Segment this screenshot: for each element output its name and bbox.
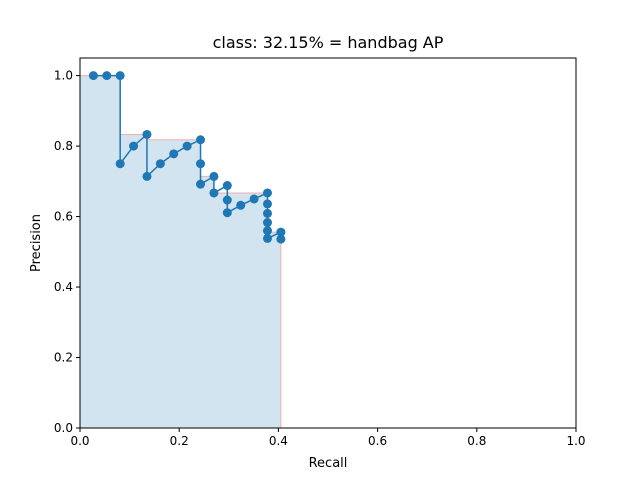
data-point — [262, 233, 272, 243]
data-point — [262, 199, 272, 209]
x-tick-label: 0.2 — [170, 434, 189, 448]
data-point — [196, 135, 206, 145]
data-point — [102, 71, 112, 81]
data-point — [262, 188, 272, 198]
data-point — [142, 129, 152, 139]
data-point — [249, 194, 259, 204]
y-tick-label: 0.2 — [54, 351, 73, 365]
data-point — [115, 71, 125, 81]
y-tick-label: 0.6 — [54, 210, 73, 224]
y-tick-label: 0.4 — [54, 280, 73, 294]
data-point — [276, 227, 286, 237]
data-point — [196, 179, 206, 189]
data-point — [169, 149, 179, 159]
data-point — [115, 159, 125, 169]
data-point — [196, 159, 206, 169]
x-axis-label: Recall — [309, 456, 348, 471]
data-point — [129, 141, 139, 151]
y-tick-label: 0.8 — [54, 139, 73, 153]
chart-title: class: 32.15% = handbag AP — [213, 33, 444, 52]
data-point — [155, 159, 165, 169]
data-point — [262, 226, 272, 236]
data-point — [262, 208, 272, 218]
data-point — [262, 218, 272, 228]
data-point — [222, 195, 232, 205]
y-tick-label: 0.0 — [54, 421, 73, 435]
y-tick-label: 1.0 — [54, 69, 73, 83]
x-tick-label: 0.0 — [70, 434, 89, 448]
data-point — [182, 141, 192, 151]
x-tick-label: 1.0 — [566, 434, 585, 448]
data-point — [88, 71, 98, 81]
x-tick-label: 0.4 — [269, 434, 288, 448]
interpolated-precision-area — [80, 75, 281, 429]
data-point — [276, 234, 286, 244]
data-point — [142, 171, 152, 181]
data-point — [222, 181, 232, 191]
data-point — [209, 171, 219, 181]
plot-frame — [79, 57, 577, 429]
x-tick-label: 0.6 — [368, 434, 387, 448]
x-tick-label: 0.8 — [467, 434, 486, 448]
data-point — [236, 200, 246, 210]
y-axis-label: Precision — [29, 214, 44, 272]
data-point — [222, 208, 232, 218]
data-point — [209, 188, 219, 198]
precision-recall-line — [93, 74, 282, 240]
